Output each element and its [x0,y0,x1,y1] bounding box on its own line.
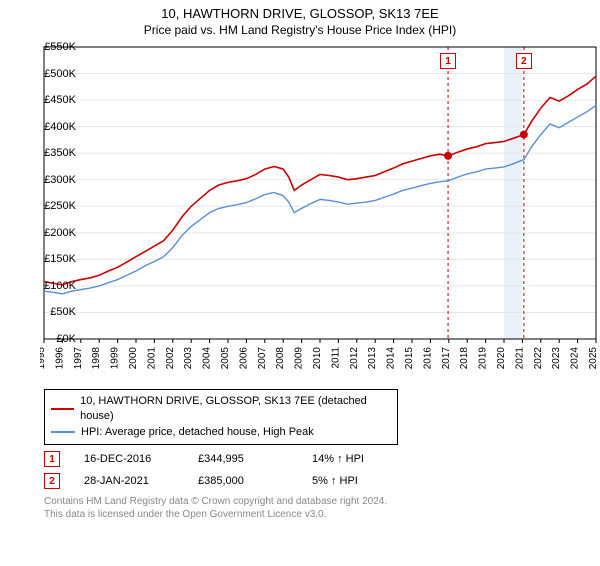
event-row: 2 28-JAN-2021 £385,000 5% ↑ HPI [44,473,600,489]
svg-text:2014: 2014 [386,347,397,370]
svg-text:1998: 1998 [91,347,102,370]
y-tick-label: £500K [40,68,76,80]
svg-text:2001: 2001 [146,347,157,370]
svg-text:2013: 2013 [367,347,378,370]
legend-label: HPI: Average price, detached house, High… [81,425,314,440]
svg-text:1996: 1996 [54,347,65,370]
legend-row: HPI: Average price, detached house, High… [51,425,391,440]
event-row: 1 16-DEC-2016 £344,995 14% ↑ HPI [44,451,600,467]
svg-text:2003: 2003 [183,347,194,370]
event-marker-icon: 2 [44,473,60,489]
svg-text:2022: 2022 [533,347,544,370]
y-tick-label: £150K [40,253,76,265]
svg-text:2020: 2020 [496,347,507,370]
svg-text:2012: 2012 [349,347,360,370]
event-marker-icon: 1 [44,451,60,467]
y-tick-label: £450K [40,94,76,106]
svg-text:2010: 2010 [312,347,323,370]
event-date: 16-DEC-2016 [84,453,174,465]
chart-event-marker: 1 [440,53,456,69]
svg-text:2017: 2017 [441,347,452,370]
svg-text:2002: 2002 [165,347,176,370]
footer-line: Contains HM Land Registry data © Crown c… [44,495,600,508]
svg-text:1997: 1997 [73,347,84,370]
svg-text:2006: 2006 [238,347,249,370]
svg-text:2008: 2008 [275,347,286,370]
svg-text:2023: 2023 [551,347,562,370]
svg-text:1999: 1999 [110,347,121,370]
chart-area: 1995 1996 1997 1998 1999 2000 2001 2002 2003 2004… [40,43,600,383]
svg-text:2025: 2025 [588,347,599,370]
y-tick-label: £0K [40,333,76,345]
svg-text:2016: 2016 [422,347,433,370]
chart-event-marker: 2 [516,53,532,69]
y-tick-label: £400K [40,121,76,133]
legend-swatch-2 [51,431,75,433]
svg-text:2024: 2024 [570,347,581,370]
events-list: 1 16-DEC-2016 £344,995 14% ↑ HPI 2 28-JA… [44,451,600,489]
y-tick-label: £200K [40,227,76,239]
y-tick-label: £300K [40,174,76,186]
svg-text:2000: 2000 [128,347,139,370]
y-tick-label: £250K [40,200,76,212]
event-delta: 14% ↑ HPI [312,453,402,465]
chart-subtitle: Price paid vs. HM Land Registry's House … [0,23,600,37]
legend-box: 10, HAWTHORN DRIVE, GLOSSOP, SK13 7EE (d… [44,389,398,445]
svg-text:2007: 2007 [257,347,268,370]
y-tick-label: £50K [40,306,76,318]
svg-text:1995: 1995 [40,347,47,370]
svg-text:2011: 2011 [330,347,341,369]
svg-text:2021: 2021 [514,347,525,370]
chart-title: 10, HAWTHORN DRIVE, GLOSSOP, SK13 7EE [0,6,600,21]
footer-line: This data is licensed under the Open Gov… [44,508,600,521]
y-tick-label: £350K [40,147,76,159]
y-tick-label: £550K [40,41,76,53]
svg-text:2004: 2004 [202,347,213,370]
event-price: £385,000 [198,475,288,487]
svg-text:2019: 2019 [478,347,489,370]
chart-svg: 1995 1996 1997 1998 1999 2000 2001 2002 2003 2004… [40,43,600,383]
legend-row: 10, HAWTHORN DRIVE, GLOSSOP, SK13 7EE (d… [51,394,391,425]
svg-text:2018: 2018 [459,347,470,370]
y-tick-label: £100K [40,280,76,292]
svg-text:2005: 2005 [220,347,231,370]
footer-note: Contains HM Land Registry data © Crown c… [44,495,600,521]
chart-container: 10, HAWTHORN DRIVE, GLOSSOP, SK13 7EE Pr… [0,6,600,566]
legend-swatch-1 [51,408,74,410]
event-delta: 5% ↑ HPI [312,475,402,487]
svg-text:2009: 2009 [294,347,305,370]
event-price: £344,995 [198,453,288,465]
event-date: 28-JAN-2021 [84,475,174,487]
legend-label: 10, HAWTHORN DRIVE, GLOSSOP, SK13 7EE (d… [80,394,391,425]
svg-text:2015: 2015 [404,347,415,370]
